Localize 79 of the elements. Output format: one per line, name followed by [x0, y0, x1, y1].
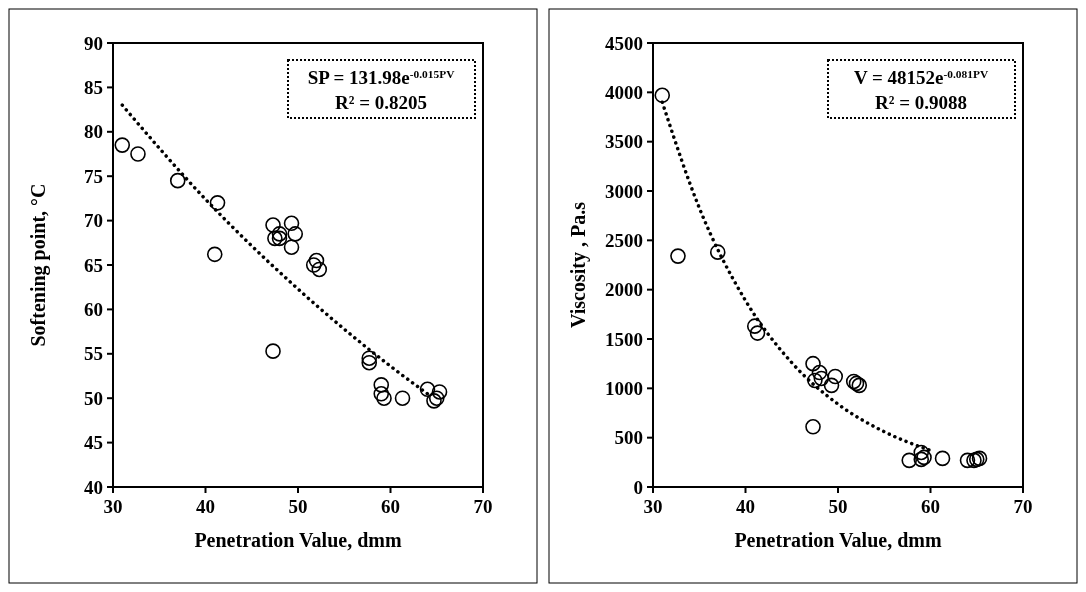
point: [209, 195, 226, 211]
y-tick-label: 55: [84, 343, 103, 365]
point: [376, 390, 392, 406]
x-tick-label: 30: [103, 496, 123, 517]
x-tick-label: 70: [473, 496, 493, 517]
point: [813, 370, 830, 387]
annotation: R² = 0.8205: [335, 92, 427, 113]
point: [709, 244, 726, 260]
point: [901, 452, 918, 469]
point: [934, 450, 951, 467]
x-tick-label: 50: [288, 496, 308, 517]
y-tick-label: 40: [84, 476, 103, 498]
point: [373, 385, 390, 402]
x-tick-label: 70: [1013, 496, 1033, 517]
point: [311, 261, 328, 278]
point: [670, 248, 686, 264]
y-tick-label: 85: [84, 77, 103, 99]
y-axis-title: Softening point, °C: [27, 183, 50, 347]
point: [373, 377, 390, 393]
y-tick-label: 2000: [605, 279, 643, 301]
y-tick-label: 65: [84, 254, 103, 276]
point: [361, 354, 378, 371]
y-tick-label: 1500: [605, 328, 643, 350]
x-tick-label: 60: [381, 496, 400, 517]
point: [827, 368, 844, 385]
y-tick-label: 50: [84, 387, 103, 409]
point: [394, 390, 411, 406]
point: [169, 172, 186, 189]
point: [749, 325, 766, 341]
point: [805, 355, 821, 372]
point: [130, 146, 146, 162]
point: [959, 452, 976, 469]
y-tick-label: 2500: [605, 229, 643, 251]
point: [206, 246, 223, 263]
x-tick-label: 30: [643, 496, 663, 517]
point: [654, 87, 671, 104]
y-tick-label: 500: [614, 427, 643, 449]
y-tick-label: 60: [84, 299, 103, 321]
point: [913, 444, 930, 461]
point: [305, 257, 322, 273]
point: [267, 230, 283, 247]
point: [807, 372, 823, 389]
y-tick-label: 4500: [605, 32, 643, 54]
point: [746, 318, 763, 334]
point: [805, 419, 821, 435]
point: [265, 217, 281, 233]
y-tick-label: 3500: [605, 131, 643, 153]
point: [283, 215, 300, 232]
y-tick-label: 3000: [605, 180, 643, 202]
y-tick-label: 4000: [605, 81, 643, 103]
x-tick-label: 60: [921, 496, 940, 517]
point: [114, 137, 131, 153]
point: [287, 226, 304, 242]
x-axis-title: Penetration Value, dmm: [194, 529, 402, 551]
x-tick-label: 40: [196, 496, 215, 517]
point: [811, 364, 828, 381]
y-tick-label: 70: [84, 210, 103, 232]
y-tick-label: 90: [84, 32, 103, 54]
y-axis-title: Viscosity , Pa.s: [567, 201, 590, 328]
annotation: R² = 0.9088: [875, 92, 967, 113]
y-tick-label: 1000: [605, 377, 643, 399]
point: [283, 239, 300, 256]
point: [265, 343, 281, 359]
y-tick-label: 45: [84, 432, 103, 454]
y-tick-label: 0: [633, 476, 643, 498]
x-tick-label: 40: [736, 496, 755, 517]
annotation: SP = 131.98e$^{-0.015PV}$: [307, 67, 456, 88]
point: [271, 226, 288, 242]
point: [431, 384, 448, 400]
x-tick-label: 50: [828, 496, 848, 517]
annotation: V = 48152e$^{-0.081PV}$: [853, 67, 989, 88]
point: [823, 377, 840, 394]
y-tick-label: 80: [84, 121, 103, 143]
point: [419, 381, 436, 398]
point: [271, 230, 288, 247]
point: [308, 252, 325, 269]
x-axis-title: Penetration Value, dmm: [734, 529, 942, 551]
point: [361, 350, 378, 367]
y-tick-label: 75: [84, 165, 103, 187]
